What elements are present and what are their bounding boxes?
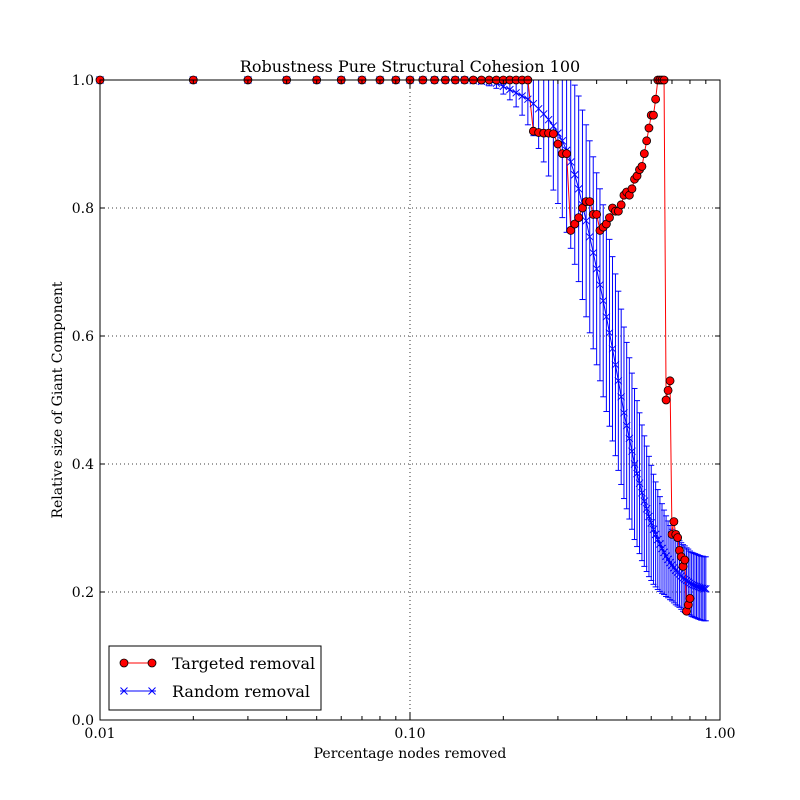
- random-point: [640, 497, 649, 505]
- random-point: [656, 540, 664, 548]
- targeted-point: [644, 123, 654, 133]
- random-point: [582, 216, 590, 225]
- targeted-point: [663, 385, 673, 395]
- random-point: [630, 460, 639, 468]
- random-point: [611, 360, 620, 369]
- random-point: [649, 525, 658, 534]
- y-tick-label: 1.0: [72, 73, 94, 89]
- random-point: [524, 95, 532, 104]
- targeted-point: [616, 200, 626, 210]
- targeted-point: [627, 184, 637, 194]
- random-point: [539, 110, 548, 118]
- y-tick-label: 0.8: [72, 201, 94, 217]
- y-tick-label: 0.0: [72, 713, 94, 729]
- random-point: [647, 519, 656, 527]
- targeted-point: [649, 110, 658, 120]
- targeted-point: [639, 149, 649, 159]
- random-point: [512, 88, 521, 97]
- random-point: [602, 312, 611, 321]
- random-point: [566, 158, 575, 166]
- targeted-point: [562, 149, 571, 159]
- random-point: [620, 408, 628, 417]
- random-point: [658, 544, 666, 553]
- random-point: [651, 530, 660, 539]
- random-point: [605, 328, 614, 337]
- targeted-point: [685, 594, 695, 603]
- random-point: [701, 584, 710, 593]
- random-point: [617, 392, 626, 401]
- y-tick-label: 0.2: [72, 585, 94, 601]
- targeted-point: [578, 203, 587, 213]
- random-point: [645, 512, 653, 521]
- legend-label-random: Random removal: [172, 682, 310, 701]
- x-tick-label: 1.00: [704, 726, 735, 742]
- legend: Targeted removal Random removal: [108, 645, 322, 711]
- targeted-point: [585, 197, 595, 207]
- random-point: [506, 85, 514, 94]
- targeted-point: [637, 161, 647, 171]
- random-point: [518, 92, 526, 100]
- legend-marker-random: [120, 687, 128, 695]
- legend-label-targeted: Targeted removal: [172, 654, 315, 673]
- targeted-point: [661, 395, 671, 405]
- targeted-point: [548, 129, 558, 139]
- x-tick-label: 0.10: [394, 726, 425, 742]
- random-point: [570, 170, 579, 179]
- random-point: [596, 280, 604, 289]
- targeted-point: [574, 213, 584, 223]
- targeted-point: [605, 213, 614, 223]
- random-point: [635, 479, 644, 488]
- x-axis-label: Percentage nodes removed: [314, 746, 507, 762]
- chart-title: Robustness Pure Structural Cohesion 100: [240, 57, 580, 76]
- targeted-point: [665, 376, 675, 386]
- targeted-point: [680, 555, 690, 565]
- random-point: [574, 184, 583, 193]
- random-point: [642, 504, 651, 513]
- axis-ticks: [99, 79, 721, 721]
- random-point: [592, 264, 601, 273]
- x-tick-label: 0.01: [84, 726, 115, 742]
- random-point: [549, 122, 558, 130]
- legend-box: [108, 645, 322, 711]
- legend-marker-targeted: [119, 658, 129, 668]
- targeted-point: [553, 139, 563, 149]
- random-point: [660, 548, 668, 557]
- legend-marker-random-2: [148, 687, 156, 695]
- y-tick-label: 0.4: [72, 457, 94, 473]
- targeted-point: [642, 136, 652, 146]
- y-axis-label: Relative size of Giant Component: [50, 281, 66, 518]
- legend-marker-targeted-2: [147, 658, 157, 668]
- random-point: [628, 447, 636, 456]
- random-point: [599, 296, 608, 305]
- random-point: [544, 115, 553, 124]
- random-point: [589, 248, 598, 257]
- random-point: [700, 584, 709, 593]
- random-point: [499, 82, 508, 91]
- random-point: [608, 344, 617, 353]
- random-point: [653, 535, 662, 544]
- random-point: [633, 469, 641, 478]
- targeted-point: [570, 219, 580, 229]
- targeted-point: [592, 209, 602, 219]
- random-point: [585, 232, 594, 241]
- random-point: [695, 583, 704, 592]
- random-point: [614, 376, 623, 385]
- random-point: [622, 421, 631, 430]
- targeted-point: [669, 517, 679, 526]
- random-point: [625, 434, 634, 443]
- targeted-point: [673, 533, 683, 542]
- y-tick-label: 0.6: [72, 329, 94, 345]
- tick-labels: 0.0 0.2 0.4 0.6 0.8 1.0 0.01 0.10 1.00: [72, 73, 736, 742]
- random-point: [638, 488, 646, 497]
- targeted-point: [566, 225, 576, 235]
- targeted-point: [651, 94, 661, 104]
- random-point: [698, 584, 707, 593]
